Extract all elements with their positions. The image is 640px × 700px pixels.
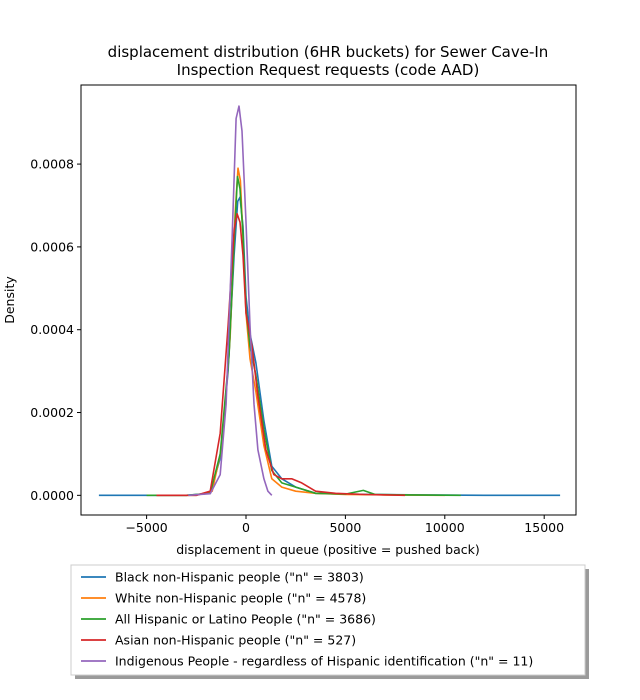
y-tick-label: 0.0008: [30, 157, 74, 172]
series-line-5: [188, 105, 273, 497]
legend-box: [70, 564, 586, 676]
series-line-4: [156, 213, 406, 497]
legend-label: All Hispanic or Latino People ("n" = 368…: [115, 612, 376, 627]
x-axis-ticks: −5000 0 5000 10000 15000: [125, 515, 564, 535]
x-tick-label: 5000: [329, 520, 361, 535]
y-tick-label: 0.0002: [30, 405, 74, 420]
x-tick-label: −5000: [125, 520, 167, 535]
series-line-2: [156, 167, 445, 497]
legend-entries: Black non-Hispanic people ("n" = 3803) Wh…: [81, 570, 533, 669]
x-axis-label: displacement in queue (positive = pushed…: [176, 542, 480, 557]
legend-label: Black non-Hispanic people ("n" = 3803): [115, 570, 364, 585]
plot-frame: [80, 84, 577, 516]
series-line-1: [98, 196, 561, 497]
x-tick-label: 10000: [425, 520, 465, 535]
chart-title-line-2: Inspection Request requests (code AAD): [177, 61, 480, 79]
legend-label: White non-Hispanic people ("n" = 4578): [115, 591, 366, 606]
y-tick-label: 0.0004: [30, 322, 74, 337]
series-line-3: [146, 175, 461, 497]
y-tick-label: 0.0000: [30, 488, 74, 503]
legend-label: Indigenous People - regardless of Hispan…: [115, 654, 533, 669]
series-layer: [98, 105, 561, 497]
y-axis-label: Density: [2, 276, 17, 324]
y-tick-label: 0.0006: [30, 239, 74, 254]
x-tick-label: 15000: [524, 520, 564, 535]
x-tick-label: 0: [242, 520, 250, 535]
legend: Black non-Hispanic people ("n" = 3803) Wh…: [70, 564, 589, 679]
legend-label: Asian non-Hispanic people ("n" = 527): [115, 633, 356, 648]
y-axis-ticks: 0.0000 0.0002 0.0004 0.0006 0.0008: [30, 157, 81, 503]
chart-title-line-1: displacement distribution (6HR buckets) …: [108, 43, 549, 61]
